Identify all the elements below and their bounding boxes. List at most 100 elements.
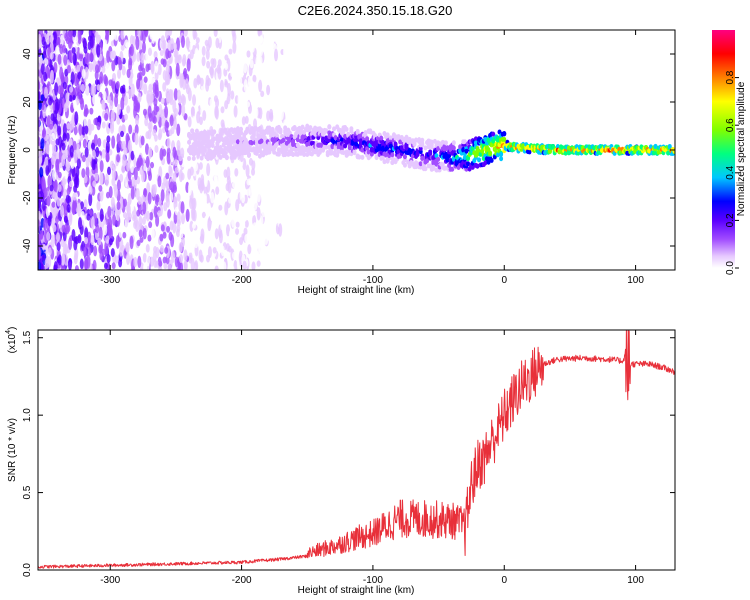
spectrogram-cell (251, 261, 256, 270)
spectrogram-cell (187, 116, 192, 128)
spectrogram-cell (141, 30, 146, 44)
spectrogram-cell (132, 179, 137, 189)
spectrogram-cell (151, 137, 156, 151)
spectrogram-cell (47, 256, 52, 268)
spectrogram-cell (252, 222, 257, 229)
spectrogram-cell (321, 202, 326, 217)
spectrogram-cell (297, 42, 302, 49)
spectrogram-cell (228, 48, 233, 55)
spectrogram-cell (283, 34, 288, 44)
spectrogram-cell (38, 116, 41, 130)
snr-x-label: Height of straight line (km) (298, 585, 415, 596)
spectrogram-cell (357, 154, 362, 160)
spectrogram-cell (137, 255, 142, 269)
spectrogram-cell (84, 227, 89, 240)
spectrogram-cell (92, 259, 97, 270)
spectrogram-cell (88, 192, 93, 207)
spectrogram-cell (290, 92, 295, 107)
spectrogram-cell (461, 146, 466, 152)
spectrogram-cell (243, 208, 248, 222)
spectrogram-cell (72, 30, 77, 38)
spectrogram-cell (200, 36, 205, 48)
spectrogram-cell (429, 139, 434, 145)
spectrogram-cell (450, 166, 455, 172)
spectrogram-cell (199, 155, 204, 161)
spectrogram-cell (95, 34, 100, 44)
spectrogram-cell (56, 232, 61, 242)
spectrogram-cell (257, 158, 262, 167)
spectrogram-cell (66, 122, 71, 130)
spectrogram-cell (59, 86, 64, 98)
spectrogram-cell (115, 207, 120, 222)
spectrogram-cell (275, 259, 280, 270)
spectrogram-cell (187, 155, 192, 161)
spectrogram-cell (81, 68, 86, 79)
spectrogram-cell (64, 170, 69, 180)
spectrogram-cell (277, 56, 282, 64)
spectrogram-cell (62, 123, 67, 137)
spectrogram-cell (87, 123, 92, 136)
spectrogram-cell (174, 49, 179, 58)
spectrogram-cell (235, 228, 240, 235)
snr-y-tick-label: 0.0 (22, 563, 33, 577)
spectrogram-cell (201, 68, 206, 79)
spectrogram-cell (55, 216, 60, 224)
spectrogram-cell (402, 162, 407, 168)
spectrogram-cell (323, 38, 328, 49)
snr-panel: -300 -200 -100 0 100 0.0 0.5 1.0 1.5 Height of … (5, 327, 676, 596)
spectrogram-cell (204, 94, 209, 107)
spectrogram-cell (428, 149, 433, 155)
spectrogram-cell (164, 105, 169, 119)
spectrogram-cell (207, 217, 212, 232)
spectrogram-cell (69, 86, 74, 93)
spectrogram-cell (274, 171, 279, 178)
spectrogram-cell (233, 259, 238, 270)
spectrogram-cell (164, 119, 169, 133)
spectrogram-cell (121, 65, 126, 76)
spectrogram-cell (292, 126, 297, 132)
spectrogram-cell (336, 99, 341, 110)
spectrogram-cell (313, 259, 318, 270)
spectrogram-cell (190, 257, 195, 270)
spectrogram-cell (205, 134, 210, 140)
spectrogram-cell (233, 105, 238, 118)
spectrogram-cell (128, 59, 133, 71)
spectrogram-x-tick-label: -300 (100, 275, 120, 286)
spectrogram-cell (488, 151, 493, 157)
spectrogram-cell (173, 88, 178, 101)
spectrogram-cell (473, 140, 478, 146)
spectrogram-cell (152, 183, 157, 195)
spectrogram-cell (145, 131, 150, 140)
spectrogram-cell (301, 260, 306, 270)
spectrogram-cell (125, 132, 130, 144)
spectrogram-cell (322, 121, 327, 131)
spectrogram-cell (246, 178, 251, 186)
spectrogram-cell (341, 150, 346, 156)
spectrogram-cell (72, 52, 77, 66)
spectrogram-cell (269, 228, 274, 235)
spectrogram-cell (220, 220, 225, 231)
spectrogram-cell (51, 132, 56, 142)
spectrogram-cell (298, 192, 303, 207)
spectrogram-cell (239, 126, 244, 132)
spectrogram-cell (135, 114, 140, 126)
spectrogram-cell (180, 172, 185, 181)
colorbar-gradient (712, 30, 735, 268)
spectrogram-cell (250, 239, 255, 248)
spectrogram-cell (148, 47, 153, 56)
spectrogram-cell (191, 206, 196, 219)
spectrogram-cell (57, 171, 62, 179)
spectrogram-cell (213, 181, 218, 188)
spectrogram-cell (52, 224, 57, 233)
spectrogram-cell (203, 219, 208, 233)
spectrogram-cell (41, 254, 46, 261)
spectrogram-cell (267, 149, 272, 155)
spectrogram-cell (187, 182, 192, 196)
spectrogram-cell (290, 175, 295, 185)
spectrogram-cell (483, 160, 488, 166)
spectrogram-cell (77, 30, 82, 41)
spectrogram-cell (88, 185, 93, 195)
spectrogram-cell (77, 234, 82, 244)
spectrogram-cell (225, 243, 230, 252)
